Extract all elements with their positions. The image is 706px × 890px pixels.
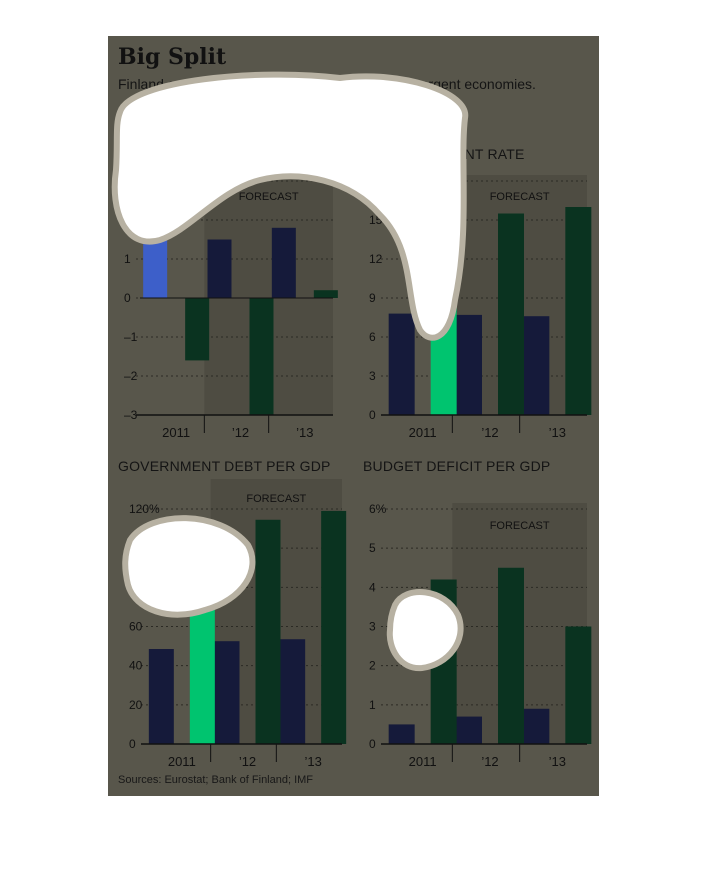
x-tick-label: ’12 <box>481 754 498 769</box>
bar-finland-0 <box>148 649 174 744</box>
forecast-label: FORECAST <box>490 191 550 203</box>
y-tick-label: –3 <box>124 408 138 422</box>
chart-title: Big Split <box>118 44 227 70</box>
y-tick-label: 1 <box>369 698 376 712</box>
x-tick-label: ’12 <box>232 425 249 440</box>
y-tick-label: 4 <box>369 580 376 594</box>
y-tick-label: 60 <box>129 620 143 634</box>
x-tick-label: ’13 <box>296 425 313 440</box>
x-tick-label: ’13 <box>549 754 566 769</box>
debt-panel-title: GOVERNMENT DEBT PER GDP <box>118 458 331 474</box>
bar-finland-0 <box>388 724 415 744</box>
y-tick-label: 0 <box>129 737 136 751</box>
x-tick-label: ’13 <box>549 425 566 440</box>
bar-finland-1 <box>214 641 240 744</box>
forecast-label: FORECAST <box>246 493 306 505</box>
bar-portugal-1 <box>498 213 524 415</box>
bar-finland-1 <box>456 716 482 744</box>
x-tick-label: 2011 <box>162 425 190 440</box>
x-tick-label: 2011 <box>168 754 196 769</box>
x-tick-label: ’12 <box>239 754 256 769</box>
bar-finland-2 <box>523 316 550 415</box>
y-tick-label: 20 <box>129 698 143 712</box>
bar-portugal-1 <box>255 519 281 744</box>
y-tick-label: 5 <box>369 541 376 555</box>
forecast-label: FORECAST <box>490 520 550 532</box>
bar-portugal-2 <box>321 510 347 744</box>
deficit-panel-title: BUDGET DEFICIT PER GDP <box>363 458 551 474</box>
sources-note: Sources: Eurostat; Bank of Finland; IMF <box>118 774 314 786</box>
bar-portugal-1 <box>498 567 524 744</box>
x-tick-label: ’12 <box>481 425 498 440</box>
x-tick-label: 2011 <box>409 425 437 440</box>
y-tick-label: –2 <box>124 369 138 383</box>
y-tick-label: 3 <box>369 369 376 383</box>
y-tick-label: 0 <box>369 408 376 422</box>
y-tick-label: 120% <box>129 502 160 516</box>
bar-portugal-2 <box>565 207 592 415</box>
y-tick-label: 0 <box>369 737 376 751</box>
bar-finland-2 <box>523 708 550 744</box>
y-tick-label: 40 <box>129 659 143 673</box>
bar-portugal-2 <box>565 626 592 744</box>
y-tick-label: 2 <box>369 659 376 673</box>
bar-finland-2 <box>280 639 306 744</box>
y-tick-label: 6% <box>369 502 387 516</box>
x-tick-label: ’13 <box>304 754 321 769</box>
y-tick-label: 3 <box>369 620 376 634</box>
bar-portugal-0 <box>430 579 457 744</box>
x-tick-label: 2011 <box>409 754 437 769</box>
